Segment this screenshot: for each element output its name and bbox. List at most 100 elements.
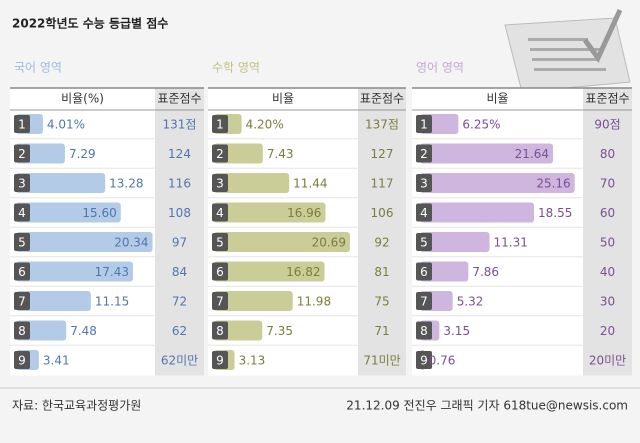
score-label: 62 (172, 324, 187, 338)
score-label: 127 (371, 147, 394, 161)
grade-label: 8 (216, 324, 224, 338)
bar (214, 291, 293, 311)
score-label: 80 (600, 147, 615, 161)
grade-box (212, 351, 228, 369)
value-label: 11.44 (293, 177, 327, 191)
grade-label: 1 (420, 118, 428, 132)
score-label: 81 (374, 265, 389, 279)
value-label: 3.13 (239, 354, 266, 368)
panel-title: 수학 영역 (212, 61, 260, 75)
grade-box (14, 321, 30, 340)
grade-label: 1 (216, 118, 224, 132)
score-label: 84 (172, 265, 187, 279)
grade-label: 8 (18, 324, 26, 338)
value-label: 16.96 (287, 206, 321, 220)
grade-label: 6 (18, 265, 26, 279)
bar (420, 202, 535, 223)
grade-label: 3 (420, 177, 428, 191)
value-label: 18.55 (538, 206, 572, 220)
grade-box (14, 262, 30, 281)
grade-box (14, 292, 30, 310)
grade-box (14, 233, 30, 251)
score-label: 92 (374, 236, 389, 250)
value-header: 비율 (272, 92, 294, 106)
grade-label: 5 (18, 236, 26, 250)
grade-label: 9 (18, 354, 26, 368)
grade-label: 6 (420, 265, 428, 279)
title: 2022학년도 수능 등급별 점수 (12, 16, 168, 31)
score-header: 표준점수 (360, 92, 404, 106)
grade-label: 4 (18, 206, 26, 220)
score-label: 97 (172, 236, 187, 250)
value-header: 비율 (486, 92, 508, 106)
grade-box (416, 292, 432, 310)
value-label: 20.69 (312, 236, 346, 250)
bar (420, 143, 554, 164)
bar (16, 232, 153, 252)
grade-box (14, 351, 30, 369)
value-label: 21.64 (515, 147, 549, 161)
score-label: 106 (371, 206, 394, 220)
bar (420, 173, 575, 193)
grade-label: 9 (216, 354, 224, 368)
score-label: 40 (600, 265, 615, 279)
source: 자료: 한국교육과정평가원 (12, 399, 141, 413)
grade-label: 3 (18, 177, 26, 191)
grade-box (416, 174, 432, 192)
score-header: 표준점수 (585, 92, 629, 106)
value-label: 20.34 (114, 236, 148, 250)
value-label: 4.20% (246, 118, 284, 132)
grade-box (14, 203, 30, 222)
value-label: 7.43 (267, 147, 294, 161)
grade-box (212, 262, 228, 281)
score-column (155, 88, 204, 376)
score-column (358, 88, 406, 376)
panel-title: 국어 영역 (14, 61, 62, 75)
bar (420, 232, 490, 252)
score-label: 20 (600, 324, 615, 338)
grade-box (14, 174, 30, 192)
grade-box (212, 174, 228, 192)
value-label: 7.48 (70, 324, 97, 338)
value-label: 25.16 (536, 177, 570, 191)
bar (214, 173, 290, 193)
value-label: 11.31 (494, 236, 528, 250)
value-label: 6.25% (462, 118, 500, 132)
value-label: 11.98 (297, 295, 331, 309)
score-label: 30 (600, 295, 615, 309)
credit: 21.12.09 전진우 그래픽 기자 618tue@newsis.com (346, 399, 628, 413)
value-label: 3.41 (43, 354, 70, 368)
bar (16, 291, 91, 311)
score-label: 108 (168, 206, 191, 220)
grade-box (416, 115, 432, 133)
grade-label: 3 (216, 177, 224, 191)
score-column (583, 88, 632, 376)
grade-label: 2 (420, 147, 428, 161)
grade-box (416, 203, 432, 222)
score-label: 117 (371, 177, 394, 191)
grade-box (416, 351, 432, 369)
grade-box (416, 262, 432, 281)
bar (214, 202, 326, 223)
value-label: 7.86 (472, 265, 499, 279)
illustration (504, 8, 631, 93)
bar (214, 232, 350, 252)
score-label: 20미만 (589, 354, 626, 368)
value-label: 4.01% (47, 118, 85, 132)
value-label: 7.35 (266, 324, 293, 338)
value-header: 비율(%) (61, 92, 104, 106)
value-label: 13.28 (109, 177, 143, 191)
score-label: 72 (172, 295, 187, 309)
grade-label: 7 (18, 295, 26, 309)
bar (214, 261, 325, 282)
grade-box (14, 115, 30, 133)
grade-label: 5 (216, 236, 224, 250)
grade-box (416, 144, 432, 163)
grade-label: 6 (216, 265, 224, 279)
grade-box (212, 144, 228, 163)
value-label: 7.29 (69, 147, 96, 161)
bar (16, 261, 134, 282)
grade-label: 8 (420, 324, 428, 338)
score-label: 71미만 (363, 354, 400, 368)
